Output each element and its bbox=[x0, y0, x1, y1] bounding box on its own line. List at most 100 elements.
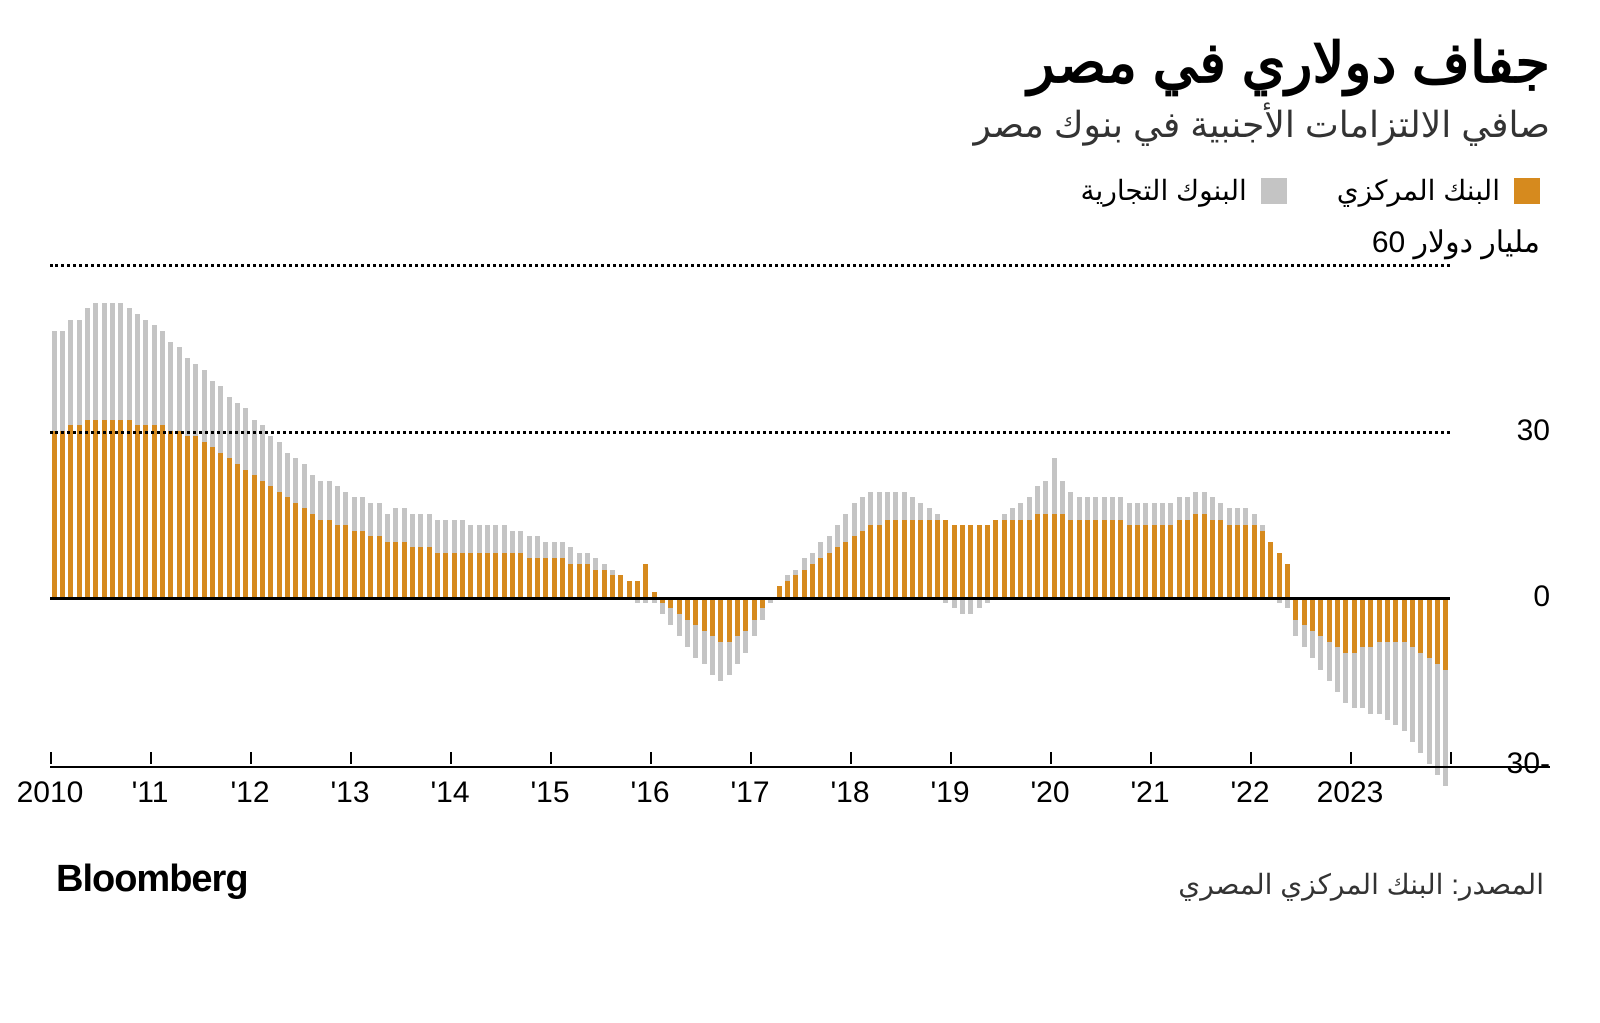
chart-subtitle: صافي الالتزامات الأجنبية في بنوك مصر bbox=[50, 104, 1550, 146]
bar-segment bbox=[777, 586, 782, 597]
bar-column bbox=[202, 264, 207, 764]
bar-segment bbox=[1435, 664, 1440, 775]
bar-segment bbox=[243, 408, 248, 469]
y-tick-label: 30 bbox=[1517, 414, 1550, 448]
bar-segment bbox=[377, 536, 382, 597]
bar-segment bbox=[518, 531, 523, 553]
bar-column bbox=[960, 264, 965, 764]
bar-segment bbox=[227, 458, 232, 597]
bar-column bbox=[777, 264, 782, 764]
bar-column bbox=[902, 264, 907, 764]
bar-column bbox=[610, 264, 615, 764]
bar-segment bbox=[102, 420, 107, 598]
bar-segment bbox=[77, 320, 82, 426]
bar-segment bbox=[793, 570, 798, 576]
bar-column bbox=[252, 264, 257, 764]
bar-segment bbox=[1352, 597, 1357, 653]
bar-column bbox=[1435, 264, 1440, 764]
bar-column bbox=[1093, 264, 1098, 764]
bar-segment bbox=[852, 503, 857, 536]
bar-segment bbox=[635, 581, 640, 598]
bar-column bbox=[1210, 264, 1215, 764]
bar-segment bbox=[1210, 520, 1215, 598]
bar-column bbox=[760, 264, 765, 764]
bar-column bbox=[1318, 264, 1323, 764]
bar-column bbox=[502, 264, 507, 764]
bar-column bbox=[1052, 264, 1057, 764]
bar-segment bbox=[177, 347, 182, 430]
bar-segment bbox=[1193, 514, 1198, 597]
bar-segment bbox=[1152, 503, 1157, 525]
bar-segment bbox=[960, 525, 965, 597]
x-tick-label: '18 bbox=[830, 776, 869, 810]
bar-column bbox=[1143, 264, 1148, 764]
bar-segment bbox=[302, 508, 307, 597]
bar-segment bbox=[843, 542, 848, 598]
source-text: المصدر: البنك المركزي المصري bbox=[1178, 868, 1544, 901]
bar-column bbox=[185, 264, 190, 764]
bar-segment bbox=[1160, 525, 1165, 597]
bar-segment bbox=[518, 553, 523, 597]
bar-segment bbox=[793, 575, 798, 597]
bar-column bbox=[177, 264, 182, 764]
bar-segment bbox=[543, 558, 548, 597]
bar-segment bbox=[1318, 636, 1323, 669]
bar-segment bbox=[268, 436, 273, 486]
y-axis-unit-label: 60 مليار دولار bbox=[50, 225, 1550, 260]
bar-segment bbox=[918, 503, 923, 520]
plot-area bbox=[50, 264, 1450, 764]
bar-segment bbox=[93, 303, 98, 420]
bar-segment bbox=[527, 536, 532, 558]
bar-segment bbox=[1360, 647, 1365, 708]
bar-segment bbox=[977, 525, 982, 597]
bar-column bbox=[835, 264, 840, 764]
bar-segment bbox=[360, 531, 365, 598]
bar-column bbox=[1218, 264, 1223, 764]
legend-item: البنك المركزي bbox=[1337, 174, 1540, 207]
bar-segment bbox=[1227, 508, 1232, 525]
bar-column bbox=[785, 264, 790, 764]
bar-segment bbox=[835, 525, 840, 547]
bar-segment bbox=[810, 564, 815, 597]
bar-column bbox=[52, 264, 57, 764]
bar-column bbox=[560, 264, 565, 764]
bar-segment bbox=[93, 420, 98, 598]
bar-segment bbox=[1077, 520, 1082, 598]
bar-segment bbox=[1060, 514, 1065, 597]
bar-segment bbox=[1077, 497, 1082, 519]
x-tick-mark bbox=[550, 752, 552, 764]
bar-segment bbox=[785, 581, 790, 598]
bar-segment bbox=[152, 325, 157, 425]
bar-column bbox=[385, 264, 390, 764]
bar-segment bbox=[85, 420, 90, 598]
bar-column bbox=[1377, 264, 1382, 764]
bar-segment bbox=[168, 431, 173, 598]
bar-segment bbox=[202, 442, 207, 598]
bar-column bbox=[793, 264, 798, 764]
bar-segment bbox=[835, 547, 840, 597]
bar-column bbox=[577, 264, 582, 764]
bar-segment bbox=[1368, 597, 1373, 647]
bar-column bbox=[60, 264, 65, 764]
bar-segment bbox=[127, 308, 132, 419]
bar-segment bbox=[310, 514, 315, 597]
bar-column bbox=[627, 264, 632, 764]
bar-segment bbox=[735, 636, 740, 664]
bar-segment bbox=[668, 608, 673, 625]
bar-column bbox=[993, 264, 998, 764]
bar-segment bbox=[535, 558, 540, 597]
x-tick-mark bbox=[1350, 752, 1352, 764]
bar-segment bbox=[735, 597, 740, 636]
bar-column bbox=[485, 264, 490, 764]
bar-column bbox=[393, 264, 398, 764]
bar-segment bbox=[277, 492, 282, 598]
bar-segment bbox=[227, 397, 232, 458]
bar-segment bbox=[427, 514, 432, 547]
x-tick-mark bbox=[50, 752, 52, 764]
bar-segment bbox=[160, 331, 165, 425]
bar-segment bbox=[285, 497, 290, 597]
bar-column bbox=[135, 264, 140, 764]
bar-segment bbox=[177, 431, 182, 598]
bar-segment bbox=[193, 436, 198, 597]
bar-segment bbox=[260, 481, 265, 598]
